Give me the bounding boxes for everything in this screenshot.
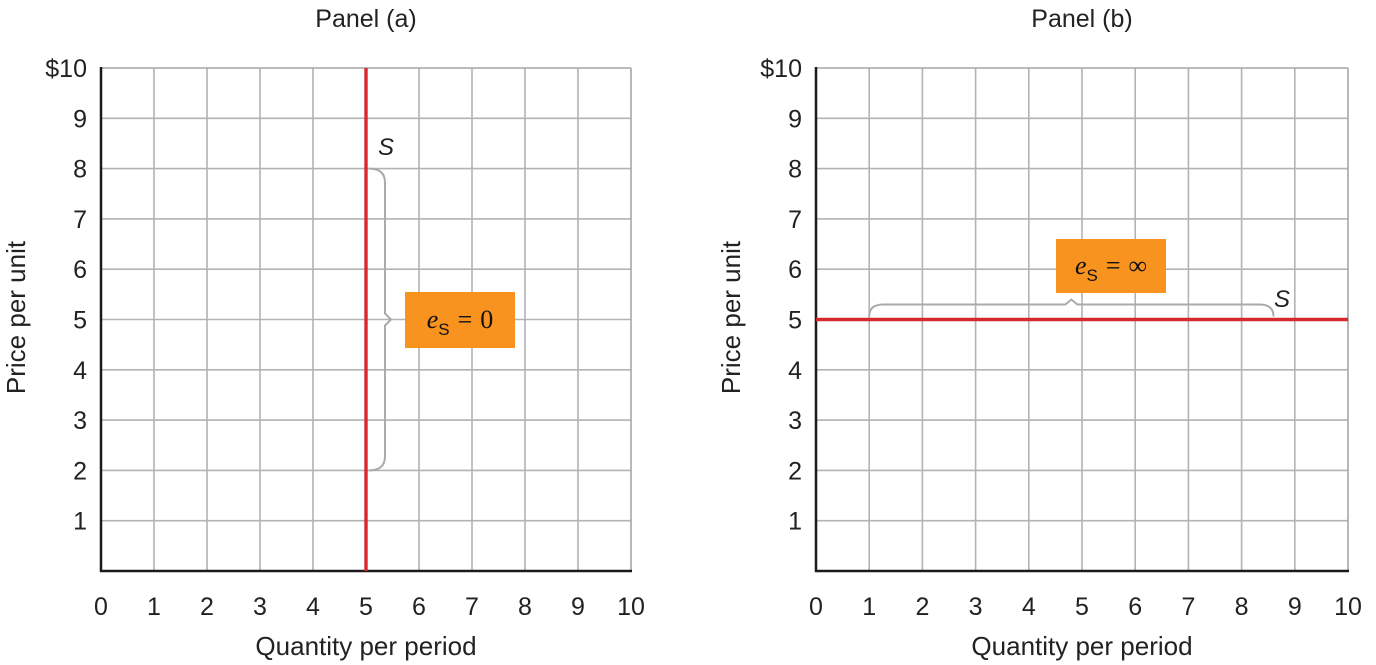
x-axis-label: Quantity per period: [971, 631, 1192, 661]
y-tick-label: 6: [788, 256, 802, 284]
y-tick-label: 2: [73, 457, 87, 485]
elasticity-label: eS = ∞: [1075, 251, 1147, 285]
x-tick-label: 2: [915, 593, 929, 621]
supply-curve-label: S: [1274, 286, 1290, 313]
elasticity-label-box: [405, 292, 515, 348]
supply-curve-label: S: [378, 134, 394, 161]
panel-1: 0 1 2 3 4 5 6 7 8 9 10 1 2 3 4 5 6 7 8 9 $10 Panel (b) Quantit…: [716, 5, 1362, 661]
elasticity-value: ∞: [1129, 251, 1148, 280]
x-tick-label: 10: [617, 593, 645, 621]
x-tick-label: 7: [1181, 593, 1195, 621]
x-tick-label: 8: [1235, 593, 1249, 621]
y-tick-label: 1: [73, 508, 87, 536]
elasticity-equals: =: [1106, 251, 1121, 280]
elasticity-value: 0: [480, 305, 493, 334]
x-tick-label: 0: [809, 593, 823, 621]
x-tick-label: 7: [465, 593, 479, 621]
y-tick-label: 8: [73, 156, 87, 184]
x-tick-label: 0: [94, 593, 108, 621]
x-axis-label: Quantity per period: [255, 631, 476, 661]
y-tick-label: 2: [788, 457, 802, 485]
elasticity-label-box: [1056, 239, 1166, 293]
y-tick-label: 4: [73, 357, 87, 385]
y-tick-label: 7: [73, 206, 87, 234]
y-tick-label: 3: [73, 407, 87, 435]
chart-title: Panel (a): [315, 5, 416, 33]
y-tick-label: 9: [73, 105, 87, 133]
x-tick-label: 5: [359, 593, 373, 621]
y-tick-label: 5: [73, 307, 87, 335]
y-tick-label: 9: [788, 105, 802, 133]
x-tick-label: 9: [571, 593, 585, 621]
y-tick-label: 8: [788, 156, 802, 184]
y-tick-label: $10: [45, 55, 87, 83]
y-tick-label: 5: [788, 307, 802, 335]
elasticity-bracket: [868, 298, 1275, 317]
panel-0: 0 1 2 3 4 5 6 7 8 9 10 1 2 3 4 5 6 7 8 9 $10 Panel (a) Quantit…: [1, 5, 645, 661]
x-tick-label: 3: [969, 593, 983, 621]
x-tick-label: 4: [306, 593, 320, 621]
y-tick-label: 3: [788, 407, 802, 435]
elasticity-equals: =: [458, 305, 473, 334]
x-tick-label: 2: [200, 593, 214, 621]
elasticity-label: eS = 0: [427, 305, 494, 339]
y-tick-label: 4: [788, 357, 802, 385]
x-tick-label: 3: [253, 593, 267, 621]
y-tick-label: 7: [788, 206, 802, 234]
x-tick-label: 10: [1334, 593, 1362, 621]
y-tick-label: 1: [788, 508, 802, 536]
x-tick-label: 8: [518, 593, 532, 621]
x-tick-label: 5: [1075, 593, 1089, 621]
y-axis-label: Price per unit: [716, 240, 746, 394]
x-tick-label: 6: [1128, 593, 1142, 621]
elasticity-subscript: S: [438, 320, 449, 339]
y-axis-label: Price per unit: [1, 240, 31, 394]
x-tick-label: 4: [1022, 593, 1036, 621]
x-tick-label: 1: [147, 593, 161, 621]
x-tick-label: 9: [1288, 593, 1302, 621]
elasticity-subscript: S: [1086, 266, 1097, 285]
x-tick-label: 6: [412, 593, 426, 621]
elasticity-symbol: e: [1075, 251, 1087, 280]
y-tick-label: 6: [73, 256, 87, 284]
elasticity-symbol: e: [427, 305, 439, 334]
y-tick-label: $10: [760, 55, 802, 83]
chart-title: Panel (b): [1031, 5, 1132, 33]
elasticity-bracket: [368, 167, 393, 472]
x-tick-label: 1: [862, 593, 876, 621]
